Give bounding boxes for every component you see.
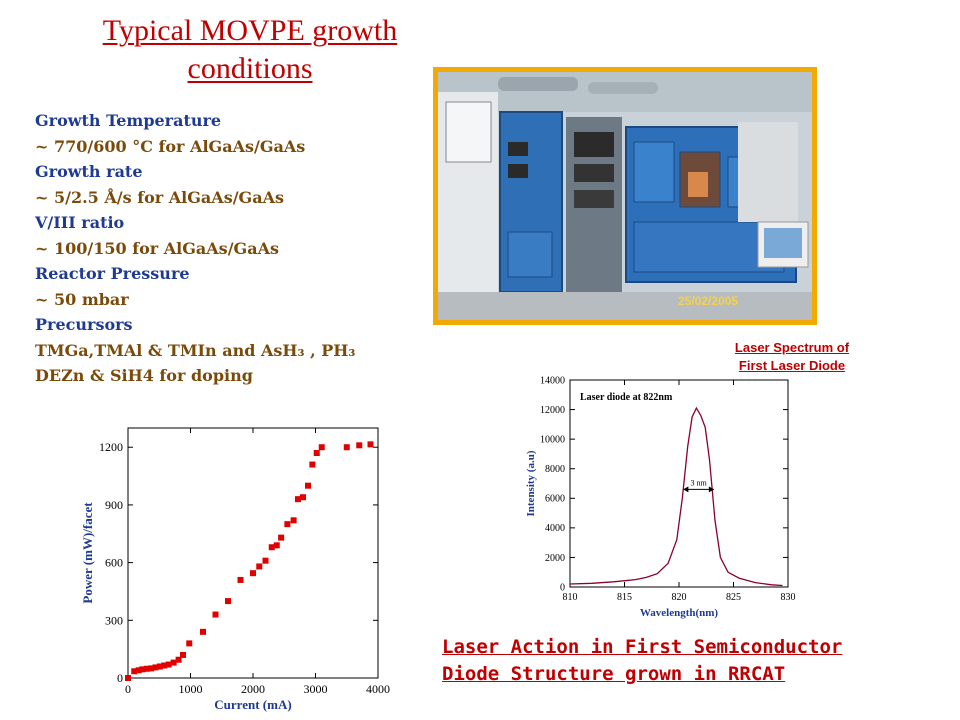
condition-value: DEZn & SiH4 for doping — [35, 366, 253, 385]
slide-title-line-1: Typical MOVPE growth — [102, 14, 398, 47]
data-point — [165, 661, 172, 668]
spectrum-annotation: Laser diode at 822nm — [580, 392, 673, 403]
fwhm-arrowhead-right — [708, 486, 714, 493]
spectrum-chart-title: Laser Spectrum of First Laser Diode — [692, 339, 892, 375]
x-tick-label: 810 — [563, 592, 578, 603]
data-point — [200, 628, 206, 635]
y-tick-label: 14000 — [540, 375, 565, 386]
condition-value: ~ 50 mbar — [35, 289, 129, 309]
y-tick-label: 10000 — [540, 434, 565, 445]
reactor-photo-illustration — [438, 72, 812, 320]
slide-title-line-2: conditions — [187, 52, 313, 85]
y-axis-label: Power (mW)/facet — [80, 502, 95, 604]
data-point — [256, 563, 263, 570]
movpe-reactor-photo: 25/02/2005 — [433, 67, 817, 325]
data-point — [295, 496, 301, 503]
data-point — [135, 667, 142, 674]
condition-heading: Growth rate — [35, 162, 143, 181]
y-axis-label: Intensity (a.u) — [525, 450, 537, 516]
caption-line-1: Laser Action in First Semiconductor — [442, 636, 843, 658]
spectrum-series-line — [569, 406, 783, 587]
data-point — [225, 598, 231, 605]
data-point — [305, 482, 311, 489]
condition-heading: Precursors — [35, 315, 133, 334]
condition-value: ~ 770/600 °C for AlGaAs/GaAs — [35, 136, 306, 156]
y-tick-label: 8000 — [545, 464, 565, 475]
condition-heading: V/III ratio — [35, 213, 125, 232]
data-point — [212, 611, 219, 618]
condition-value: ~ 5/2.5 Å/s for AlGaAs/GaAs — [35, 187, 284, 207]
fwhm-arrowhead-left — [683, 486, 689, 493]
plot-frame — [569, 379, 789, 588]
x-tick-label: 3000 — [304, 682, 328, 696]
result-caption: Laser Action in First Semiconductor Diod… — [442, 634, 842, 688]
data-point — [300, 494, 306, 501]
x-tick-label: 0 — [125, 682, 131, 696]
spectrum-title-line-1: Laser Spectrum of — [734, 340, 850, 355]
x-axis-label: Wavelength(nm) — [640, 607, 719, 619]
data-point — [273, 542, 280, 549]
condition-value: TMGa,TMAl & TMIn and AsH₃ , PH₃ — [35, 340, 356, 360]
data-point — [343, 444, 350, 451]
data-point — [180, 651, 186, 658]
data-point — [262, 557, 269, 564]
y-tick-label: 600 — [105, 556, 123, 570]
fwhm-label: 3 nm — [691, 478, 708, 487]
condition-heading: Reactor Pressure — [35, 264, 190, 283]
data-point — [237, 576, 244, 583]
caption-line-2: Diode Structure grown in RRCAT — [442, 663, 786, 685]
data-point — [186, 640, 193, 647]
x-axis-label: Current (mA) — [214, 697, 291, 712]
data-point — [161, 662, 168, 669]
x-tick-label: 815 — [617, 592, 632, 603]
x-tick-label: 4000 — [366, 682, 390, 696]
data-point — [356, 442, 363, 449]
data-point — [125, 675, 131, 681]
data-point — [313, 450, 320, 456]
data-point — [278, 534, 285, 541]
data-point — [367, 441, 374, 448]
data-point — [139, 666, 146, 673]
growth-conditions-list: Growth Temperature ~ 770/600 °C for AlGa… — [35, 108, 355, 389]
y-tick-label: 1200 — [99, 440, 123, 454]
y-tick-label: 2000 — [545, 553, 565, 564]
data-point — [318, 444, 325, 451]
data-point — [309, 461, 316, 468]
y-tick-label: 300 — [105, 613, 123, 627]
data-point — [143, 665, 150, 672]
x-tick-label: 820 — [672, 592, 687, 603]
slide-title: Typical MOVPE growth conditions — [40, 12, 460, 88]
data-point — [170, 659, 177, 666]
data-point — [268, 544, 275, 551]
y-tick-label: 0 — [560, 582, 565, 593]
x-tick-label: 2000 — [241, 682, 265, 696]
plot-frame — [127, 427, 379, 679]
photo-date-stamp: 25/02/2005 — [678, 294, 739, 308]
x-tick-label: 825 — [726, 592, 741, 603]
y-tick-label: 900 — [105, 498, 123, 512]
y-tick-label: 6000 — [545, 494, 565, 505]
data-point — [175, 656, 182, 663]
li-characteristic-chart: 0 1000 2000 3000 4000 0 300 600 900 1200 Current (… — [80, 427, 390, 712]
y-tick-label: 4000 — [545, 523, 565, 534]
x-tick-label: 830 — [781, 592, 796, 603]
data-point — [131, 668, 138, 675]
data-point — [250, 570, 256, 577]
y-tick-label: 0 — [117, 671, 123, 685]
data-point — [152, 664, 159, 671]
condition-value: ~ 100/150 for AlGaAs/GaAs — [35, 238, 279, 258]
data-point — [290, 517, 297, 524]
data-point — [148, 665, 155, 672]
spectrum-title-line-2: First Laser Diode — [738, 358, 846, 373]
x-tick-label: 1000 — [179, 682, 203, 696]
y-tick-label: 12000 — [540, 405, 565, 416]
condition-heading: Growth Temperature — [35, 111, 222, 130]
data-point — [156, 663, 163, 670]
laser-spectrum-chart: 810 815 820 825 830 0 2000 4000 6000 8000 10000 120… — [525, 375, 796, 619]
data-point — [284, 521, 291, 528]
